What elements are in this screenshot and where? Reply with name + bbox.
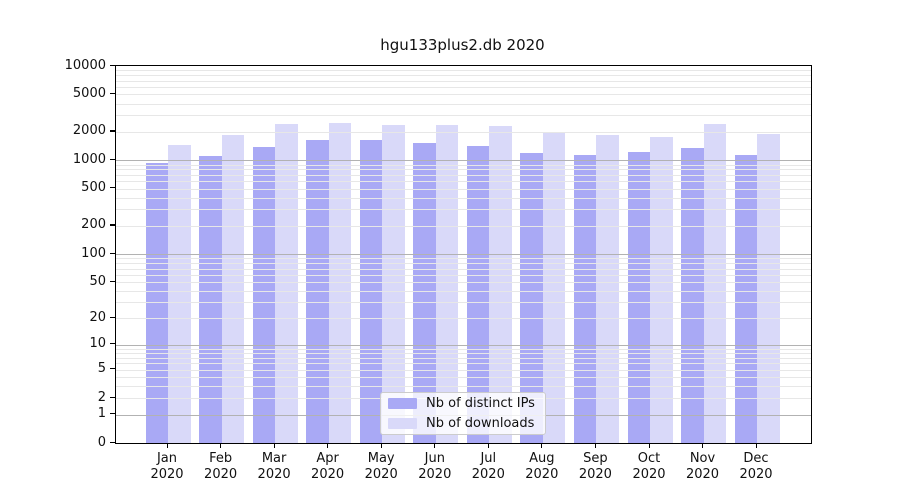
- x-tick-mark: [755, 443, 757, 448]
- y-tick-mark: [110, 413, 115, 415]
- legend-swatch-downloads: [388, 418, 417, 429]
- y-tick-mark: [110, 396, 115, 398]
- y-tick-label: 50: [89, 273, 106, 289]
- bar-distinct-ips-oct: [627, 152, 650, 443]
- y-tick-label: 5000: [72, 85, 106, 101]
- legend-item-downloads: Nb of downloads: [381, 415, 545, 432]
- y-tick-mark: [110, 343, 115, 345]
- bar-distinct-ips-feb: [199, 155, 222, 443]
- bar-downloads-dec: [757, 134, 780, 443]
- y-tick-mark: [110, 92, 115, 95]
- y-tick-mark: [110, 64, 115, 66]
- bar-distinct-ips-mar: [252, 147, 276, 443]
- legend-label-downloads: Nb of downloads: [426, 416, 535, 431]
- bars-layer: [116, 66, 811, 443]
- x-tick-label-nov: Nov 2020: [685, 451, 720, 482]
- x-tick-mark: [541, 443, 543, 448]
- bar-distinct-ips-sep: [573, 155, 597, 443]
- bar-downloads-nov: [703, 124, 726, 443]
- x-tick-mark: [487, 443, 489, 448]
- bar-distinct-ips-nov: [681, 148, 704, 443]
- x-tick-label-sep: Sep 2020: [578, 451, 612, 482]
- bar-distinct-ips-may: [359, 140, 383, 443]
- legend-label-distinct-ips: Nb of distinct IPs: [426, 396, 535, 411]
- bar-distinct-ips-apr: [306, 140, 329, 443]
- x-tick-mark: [702, 443, 704, 448]
- bar-downloads-jan: [168, 145, 191, 443]
- x-tick-mark: [220, 443, 222, 448]
- y-tick-label: 200: [81, 217, 106, 233]
- legend-item-distinct-ips: Nb of distinct IPs: [381, 395, 545, 412]
- y-tick-label: 10: [89, 336, 106, 352]
- x-tick-mark: [273, 443, 275, 448]
- x-tick-label-jul: Jul 2020: [471, 451, 505, 482]
- y-tick-mark: [110, 252, 115, 254]
- y-tick-label: 20: [89, 309, 106, 325]
- bar-distinct-ips-jul: [466, 146, 490, 443]
- y-tick-mark: [110, 441, 115, 443]
- x-tick-mark: [166, 443, 168, 448]
- y-tick-mark: [110, 368, 115, 370]
- x-tick-label-jan: Jan 2020: [150, 451, 184, 482]
- bar-downloads-feb: [221, 135, 244, 443]
- bar-downloads-aug: [542, 132, 566, 443]
- y-tick-label: 0: [97, 434, 106, 450]
- y-tick-label: 1000: [72, 151, 106, 167]
- plot-area: Nb of distinct IPs Nb of downloads: [115, 65, 812, 444]
- bar-downloads-apr: [328, 122, 352, 443]
- y-tick-label: 100: [81, 245, 106, 261]
- bar-downloads-mar: [275, 123, 298, 443]
- x-tick-label-apr: Apr 2020: [311, 451, 345, 482]
- x-tick-label-aug: Aug 2020: [525, 451, 559, 482]
- bar-distinct-ips-dec: [734, 154, 757, 443]
- y-tick-label: 1: [97, 406, 106, 422]
- y-tick-label: 2000: [72, 123, 106, 139]
- y-tick-mark: [110, 280, 115, 282]
- y-tick-mark: [110, 316, 115, 319]
- x-tick-mark: [327, 443, 329, 448]
- x-tick-mark: [648, 443, 650, 448]
- bar-downloads-oct: [650, 136, 673, 443]
- bar-distinct-ips-jun: [413, 142, 436, 443]
- x-tick-label-jun: Jun 2020: [418, 451, 452, 482]
- x-tick-label-may: May 2020: [364, 451, 398, 482]
- bar-distinct-ips-jan: [145, 163, 168, 443]
- y-tick-label: 5: [97, 361, 106, 377]
- x-tick-mark: [380, 443, 382, 448]
- chart-title: hgu133plus2.db 2020: [380, 36, 545, 54]
- legend-swatch-distinct-ips: [388, 398, 417, 409]
- legend: Nb of distinct IPs Nb of downloads: [380, 392, 546, 435]
- bar-downloads-sep: [596, 135, 619, 443]
- y-tick-mark: [110, 158, 115, 160]
- x-tick-label-oct: Oct 2020: [632, 451, 666, 482]
- x-tick-label-dec: Dec 2020: [739, 451, 773, 482]
- y-tick-label: 500: [81, 180, 106, 195]
- y-tick-mark: [110, 187, 115, 189]
- y-tick-label: 2: [97, 389, 106, 405]
- y-tick-label: 10000: [64, 57, 106, 73]
- x-tick-label-feb: Feb 2020: [204, 451, 238, 482]
- x-tick-label-mar: Mar 2020: [257, 451, 291, 482]
- x-tick-mark: [594, 443, 597, 448]
- y-tick-mark: [110, 224, 115, 226]
- x-tick-mark: [434, 443, 436, 448]
- y-tick-mark: [110, 130, 115, 132]
